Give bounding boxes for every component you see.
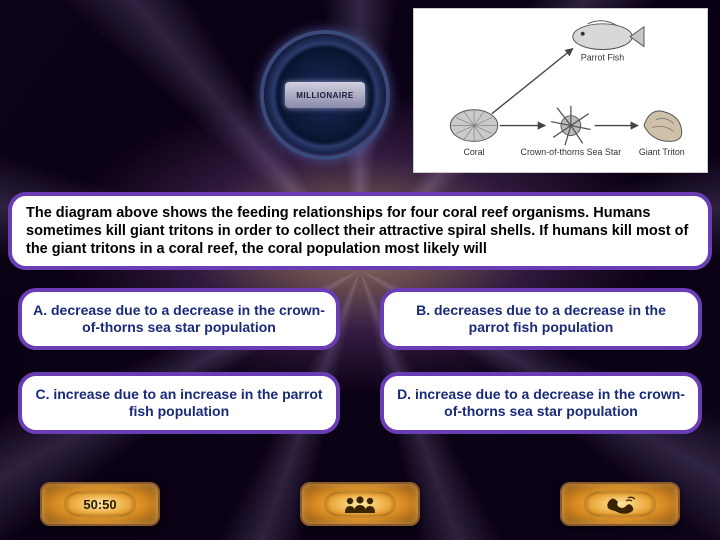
answer-b-text: B. decreases due to a decrease in the pa… [394,302,688,336]
question-panel: The diagram above shows the feeding rela… [8,192,712,270]
diagram-svg: Parrot Fish Coral Crown-of-thorns Sea St… [414,9,707,172]
coral-label: Coral [463,147,484,157]
answer-c[interactable]: C. increase due to an increase in the pa… [18,372,340,434]
sea-star-label: Crown-of-thorns Sea Star [521,147,622,157]
logo-title: MILLIONAIRE [285,82,365,108]
answers-grid: A. decrease due to a decrease in the cro… [18,288,702,434]
millionaire-logo: MILLIONAIRE [260,30,390,160]
parrot-fish-label: Parrot Fish [581,52,624,62]
triton-label: Giant Triton [639,147,685,157]
answer-a-text: A. decrease due to a decrease in the cro… [32,302,326,336]
phone-icon [584,490,656,518]
arrow-coral-parrot [492,49,573,114]
answer-a[interactable]: A. decrease due to a decrease in the cro… [18,288,340,350]
answer-c-text: C. increase due to an increase in the pa… [32,386,326,420]
lifelines-row: 50:50 [40,482,680,526]
coral-icon [450,110,497,142]
audience-icon [324,490,396,518]
answer-b[interactable]: B. decreases due to a decrease in the pa… [380,288,702,350]
triton-icon [644,111,682,141]
lifeline-phone-friend[interactable] [560,482,680,526]
parrot-fish-icon [573,21,644,50]
answer-d-text: D. increase due to a decrease in the cro… [394,386,688,420]
sea-star-icon [551,106,591,146]
lifeline-fifty-fifty[interactable]: 50:50 [40,482,160,526]
question-text: The diagram above shows the feeding rela… [26,205,688,257]
food-web-diagram: Parrot Fish Coral Crown-of-thorns Sea St… [413,8,708,173]
fifty-fifty-label: 50:50 [64,490,136,518]
lifeline-ask-audience[interactable] [300,482,420,526]
answer-d[interactable]: D. increase due to a decrease in the cro… [380,372,702,434]
